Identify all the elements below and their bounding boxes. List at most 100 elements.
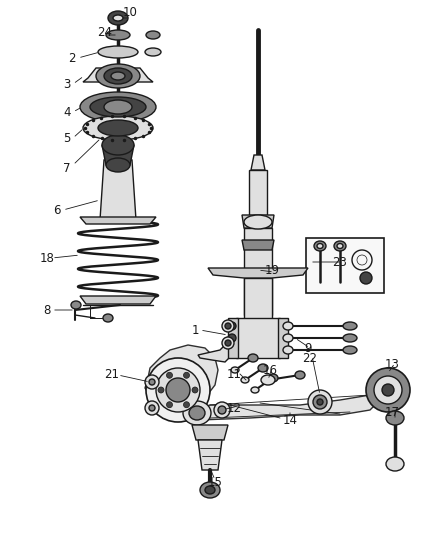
Polygon shape xyxy=(228,318,238,358)
Text: 6: 6 xyxy=(53,204,61,216)
Ellipse shape xyxy=(98,46,138,58)
Polygon shape xyxy=(100,160,136,220)
Ellipse shape xyxy=(360,272,372,284)
Ellipse shape xyxy=(184,402,190,408)
Ellipse shape xyxy=(343,322,357,330)
Ellipse shape xyxy=(317,244,323,248)
Ellipse shape xyxy=(83,116,153,140)
Ellipse shape xyxy=(205,486,215,494)
Text: 7: 7 xyxy=(63,161,71,174)
Ellipse shape xyxy=(113,15,123,21)
Ellipse shape xyxy=(225,340,231,346)
Text: 17: 17 xyxy=(385,406,399,418)
Ellipse shape xyxy=(382,384,394,396)
Text: 2: 2 xyxy=(68,52,76,64)
Ellipse shape xyxy=(244,215,272,229)
Ellipse shape xyxy=(104,100,132,114)
Text: 3: 3 xyxy=(64,77,71,91)
Text: 11: 11 xyxy=(226,368,241,382)
Ellipse shape xyxy=(183,401,211,425)
Ellipse shape xyxy=(156,368,200,412)
Ellipse shape xyxy=(184,372,190,378)
Polygon shape xyxy=(192,425,228,440)
Ellipse shape xyxy=(145,375,159,389)
Ellipse shape xyxy=(111,72,125,80)
Ellipse shape xyxy=(200,482,220,498)
Ellipse shape xyxy=(313,395,327,409)
Ellipse shape xyxy=(228,322,236,330)
Ellipse shape xyxy=(146,358,210,422)
Ellipse shape xyxy=(218,406,226,414)
Ellipse shape xyxy=(337,244,343,248)
Ellipse shape xyxy=(166,378,190,402)
Ellipse shape xyxy=(268,374,278,382)
Ellipse shape xyxy=(102,135,134,155)
Text: 21: 21 xyxy=(105,368,120,382)
Text: 9: 9 xyxy=(304,342,312,354)
Ellipse shape xyxy=(106,30,130,40)
Polygon shape xyxy=(244,278,272,355)
Polygon shape xyxy=(185,390,390,420)
Polygon shape xyxy=(251,155,265,170)
Ellipse shape xyxy=(261,375,275,385)
Ellipse shape xyxy=(149,379,155,385)
Ellipse shape xyxy=(295,371,305,379)
Ellipse shape xyxy=(386,411,404,425)
Ellipse shape xyxy=(98,120,138,136)
Ellipse shape xyxy=(386,457,404,471)
Ellipse shape xyxy=(317,399,323,405)
Ellipse shape xyxy=(241,377,249,383)
Polygon shape xyxy=(242,215,274,228)
Ellipse shape xyxy=(222,337,234,349)
Ellipse shape xyxy=(145,401,159,415)
Ellipse shape xyxy=(158,387,164,393)
Text: 1: 1 xyxy=(191,324,199,336)
Polygon shape xyxy=(80,296,156,304)
Ellipse shape xyxy=(166,372,173,378)
Polygon shape xyxy=(198,440,222,470)
Ellipse shape xyxy=(334,241,346,251)
Ellipse shape xyxy=(343,346,357,354)
Text: 14: 14 xyxy=(283,414,297,426)
Ellipse shape xyxy=(308,390,332,414)
Ellipse shape xyxy=(258,364,268,372)
Text: 10: 10 xyxy=(123,5,138,19)
Ellipse shape xyxy=(231,367,239,373)
Ellipse shape xyxy=(96,64,140,88)
Ellipse shape xyxy=(149,405,155,411)
Ellipse shape xyxy=(166,402,173,408)
Polygon shape xyxy=(198,340,235,362)
Bar xyxy=(306,238,384,293)
Ellipse shape xyxy=(145,48,161,56)
Ellipse shape xyxy=(104,68,132,84)
Text: 13: 13 xyxy=(385,359,399,372)
Ellipse shape xyxy=(103,314,113,322)
Ellipse shape xyxy=(225,323,231,329)
Polygon shape xyxy=(145,345,218,412)
Polygon shape xyxy=(236,318,280,358)
Text: 18: 18 xyxy=(39,252,54,264)
Text: 22: 22 xyxy=(303,351,318,365)
Ellipse shape xyxy=(222,320,234,332)
Ellipse shape xyxy=(108,11,128,25)
Polygon shape xyxy=(244,228,272,315)
Text: 16: 16 xyxy=(262,364,278,376)
Ellipse shape xyxy=(90,97,146,117)
Text: 24: 24 xyxy=(98,26,113,38)
Ellipse shape xyxy=(192,387,198,393)
Ellipse shape xyxy=(189,406,205,420)
Ellipse shape xyxy=(366,368,410,412)
Text: 15: 15 xyxy=(208,475,223,489)
Text: 19: 19 xyxy=(265,263,279,277)
Polygon shape xyxy=(249,170,267,215)
Ellipse shape xyxy=(283,322,293,330)
Ellipse shape xyxy=(283,334,293,342)
Text: 5: 5 xyxy=(64,132,71,144)
Text: 12: 12 xyxy=(226,401,241,415)
Ellipse shape xyxy=(71,301,81,309)
Ellipse shape xyxy=(248,354,258,362)
Polygon shape xyxy=(208,268,308,278)
Ellipse shape xyxy=(106,158,130,172)
Ellipse shape xyxy=(251,387,259,393)
Ellipse shape xyxy=(374,376,402,404)
